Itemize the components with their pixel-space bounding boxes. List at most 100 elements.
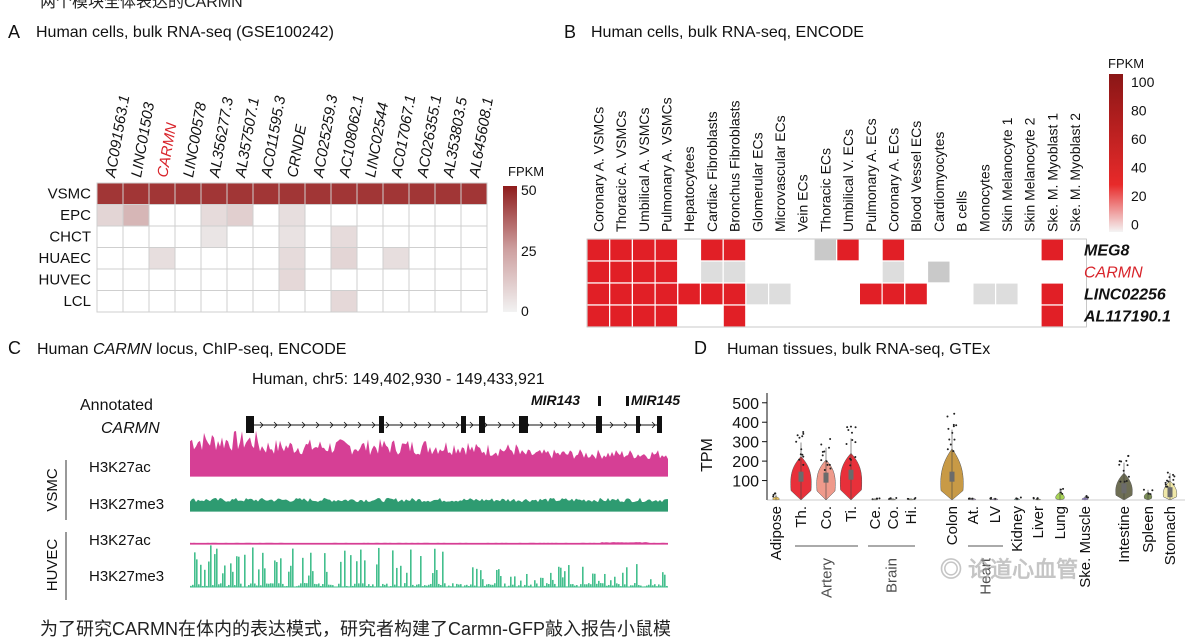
heatmap-cell-b [746,261,769,283]
heatmap-cell-a [253,183,279,205]
signal-bar [610,580,612,587]
bottom-caption: 为了研究CARMN在体内的表达模式，研究者构建了Carmn-GFP敲入报告小鼠模 [40,615,671,641]
signal-bar [378,548,380,587]
signal-bar [312,571,314,587]
signal-bar [262,553,264,587]
heatmap-cell-b [746,283,769,305]
outlier-point [820,459,822,461]
outlier-point [1167,472,1169,474]
heatmap-cell-a [253,248,279,270]
signal-bar [634,583,636,587]
heatmap-cell-a [331,226,357,248]
heatmap-cell-a [461,248,487,270]
heatmap-cell-a [357,205,383,227]
outlier-point [971,498,973,500]
cell-label-b: Thoracic A. VSMCs [613,111,629,232]
heatmap-cell-b [610,305,633,327]
legend-tick-b: 80 [1131,103,1147,119]
outlier-point [1119,481,1121,483]
signal-bar [230,563,232,587]
signal-bar [358,583,360,587]
heatmap-cell-b [950,283,973,305]
tissue-label: Kidney [1009,506,1026,552]
heatmap-cell-b [769,239,792,261]
outlier-point [1125,460,1127,462]
panel-a-title: Human cells, bulk RNA-seq (GSE100242) [36,24,334,41]
annotated-label: Annotated [80,397,153,414]
outlier-point [1143,489,1145,491]
heatmap-cell-a [123,248,149,270]
signal-bar [376,564,378,587]
signal-bar [432,573,434,587]
outlier-point [953,413,955,415]
outlier-point [1165,484,1167,486]
outlier-point [854,456,856,458]
cell-label-b: Thoracic ECs [817,148,833,232]
tissue-label: LV [987,506,1004,523]
heatmap-cell-a [305,248,331,270]
signal-bar [360,550,362,587]
heatmap-cell-a [357,248,383,270]
cell-label-a: EPC [60,207,91,224]
outlier-point [994,498,996,500]
outlier-point [801,454,803,456]
signal-bar [200,565,202,587]
heatmap-cell-b [701,283,724,305]
median-box [1168,487,1173,497]
signal-bar [410,550,412,587]
outlier-point [1123,470,1125,472]
heatmap-cell-a [383,226,409,248]
heatmap-cell-a [305,269,331,291]
outlier-point [802,456,804,458]
heatmap-cell-b [973,305,996,327]
tissue-label: Ske. Muscle [1077,506,1094,588]
signal-bar [604,574,606,587]
heatmap-cell-b [678,239,701,261]
signal-bar [568,565,570,587]
heatmap-cell-a [175,205,201,227]
signal-bar [552,580,554,587]
cell-label-b: B cells [954,191,970,232]
heatmap-cell-b [655,283,678,305]
legend-tick-b: 20 [1131,188,1147,204]
outlier-point [1148,493,1150,495]
signal-bar [500,576,502,587]
heatmap-cell-b [723,239,746,261]
legend-tick-a: 50 [521,182,537,198]
exon-block [519,416,528,433]
signal-bar [480,570,482,587]
tissue-label: Th. [793,506,810,528]
heatmap-cell-b [791,261,814,283]
heatmap-cell-a [97,269,123,291]
heatmap-cell-a [253,226,279,248]
gene-label-a: CRNDE [284,122,310,178]
outlier-point [801,435,803,437]
legend-title-b: FPKM [1108,56,1144,71]
signal-bar [344,551,346,587]
outlier-point [1020,497,1022,499]
signal-bar [300,583,302,587]
exon-block [657,416,662,433]
outlier-point [798,459,800,461]
heatmap-cell-b [905,261,928,283]
outlier-point [1167,481,1169,483]
signal-bar [264,568,266,587]
heatmap-cell-b [746,239,769,261]
heatmap-cell-b [678,305,701,327]
cell-label-b: Coronary A. ECs [885,128,901,232]
heatmap-cell-b [859,283,882,305]
heatmap-cell-b [587,283,610,305]
outlier-point [827,464,829,466]
heatmap-cell-a [435,269,461,291]
heatmap-cell-a [97,205,123,227]
outlier-point [1127,464,1129,466]
heatmap-cell-b [1064,239,1087,261]
outlier-point [951,432,953,434]
outlier-point [851,439,853,441]
heatmap-cell-b [859,261,882,283]
signal-bar [622,573,624,587]
outlier-point [955,424,957,426]
outlier-point [878,497,880,499]
signal-bar [236,556,238,587]
signal-bar [442,552,444,587]
